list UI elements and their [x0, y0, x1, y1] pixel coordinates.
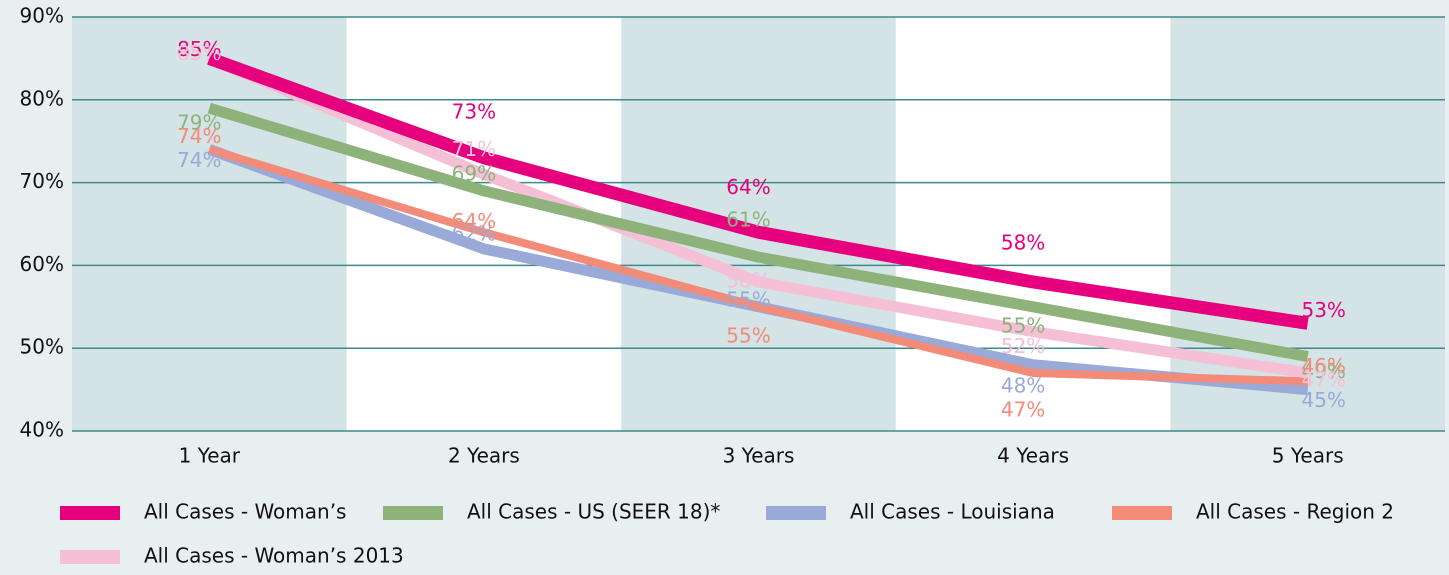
band	[621, 17, 896, 431]
data-label: 71%	[452, 137, 496, 161]
y-tick-label: 70%	[20, 169, 64, 193]
x-tick-label: 1 Year	[179, 444, 241, 468]
x-tick-label: 4 Years	[997, 444, 1069, 468]
data-label: 61%	[726, 208, 770, 232]
band	[346, 17, 622, 431]
data-label: 64%	[452, 209, 496, 233]
data-label: 45%	[1301, 388, 1345, 412]
data-label: 79%	[177, 111, 221, 135]
legend-swatch	[383, 506, 443, 520]
data-label: 64%	[726, 175, 770, 199]
data-label: 47%	[1301, 368, 1345, 392]
data-label: 55%	[726, 323, 770, 347]
series-line	[207, 52, 1309, 330]
x-tick-label: 3 Years	[723, 444, 795, 468]
y-tick-label: 60%	[20, 252, 64, 276]
band	[72, 17, 347, 431]
series-line	[207, 53, 1309, 379]
legend-label: All Cases - Region 2	[1196, 500, 1394, 524]
data-label: 46%	[1301, 354, 1345, 378]
data-label: 48%	[1001, 373, 1045, 397]
x-tick-label: 5 Years	[1272, 444, 1344, 468]
data-label: 74%	[177, 124, 221, 148]
series-line	[207, 102, 1309, 362]
x-tick-label: 2 Years	[448, 444, 520, 468]
data-label: 53%	[1301, 298, 1345, 322]
data-label: 85%	[177, 37, 221, 61]
legend-swatch	[60, 550, 120, 564]
y-tick-label: 80%	[20, 86, 64, 110]
data-label: 62%	[452, 221, 496, 245]
data-label: 85%	[177, 41, 221, 65]
data-label: 49%	[1301, 359, 1345, 383]
data-label: 52%	[1001, 334, 1045, 358]
data-label: 55%	[726, 287, 770, 311]
legend-swatch	[60, 506, 120, 520]
legend-label: All Cases - US (SEER 18)*	[467, 500, 720, 524]
data-label: 74%	[177, 148, 221, 172]
legend-label: All Cases - Woman’s	[144, 500, 346, 524]
legend-swatch	[766, 506, 826, 520]
data-label: 73%	[452, 99, 496, 123]
y-tick-label: 40%	[20, 418, 64, 442]
data-label: 69%	[452, 161, 496, 185]
legend-swatch	[1112, 506, 1172, 520]
legend-label: All Cases - Louisiana	[850, 500, 1055, 524]
series-line	[208, 145, 1308, 386]
y-tick-label: 90%	[20, 4, 64, 28]
data-label: 55%	[1001, 313, 1045, 337]
y-tick-label: 50%	[20, 335, 64, 359]
data-label: 58%	[1001, 230, 1045, 254]
data-label: 58%	[726, 268, 770, 292]
data-label: 47%	[1001, 398, 1045, 422]
legend-label: All Cases - Woman’s 2013	[144, 544, 404, 568]
